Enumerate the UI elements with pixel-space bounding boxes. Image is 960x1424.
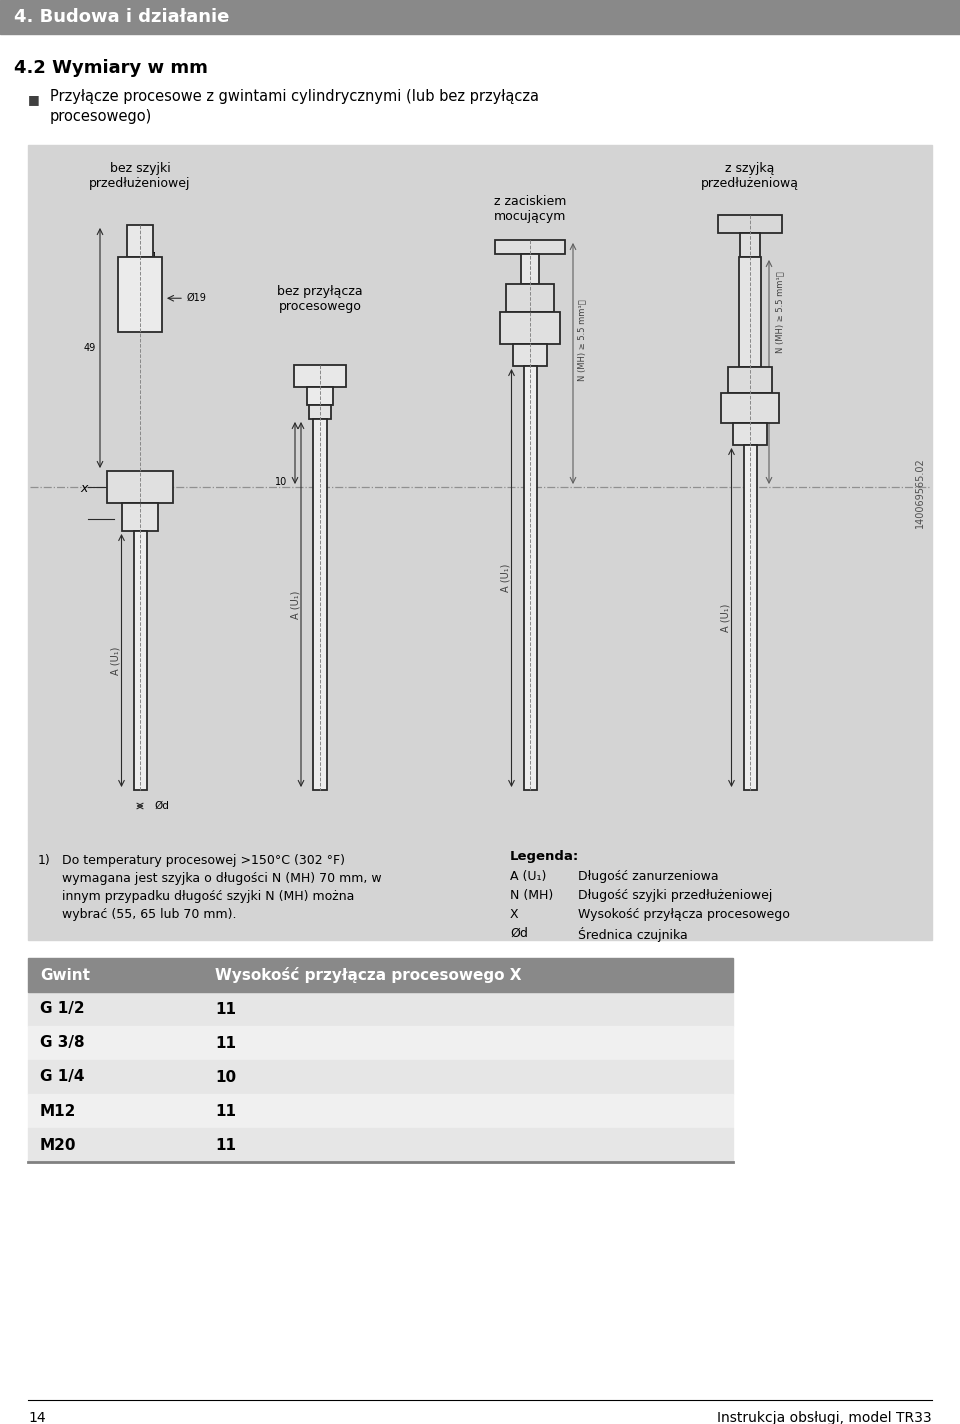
Bar <box>728 367 772 393</box>
Text: 1): 1) <box>38 854 51 867</box>
Bar <box>28 1059 733 1094</box>
Bar <box>294 365 346 387</box>
Text: N (MH) ≥ 5.5 mm¹⧧: N (MH) ≥ 5.5 mm¹⧧ <box>775 271 784 353</box>
Text: 10: 10 <box>275 477 287 487</box>
Bar <box>28 1094 733 1128</box>
Text: A (U₁): A (U₁) <box>500 564 511 592</box>
Text: Instrukcja obsługi, model TR33: Instrukcja obsługi, model TR33 <box>717 1411 932 1424</box>
Text: 11: 11 <box>215 1035 236 1051</box>
Text: 140069565.02: 140069565.02 <box>915 457 925 528</box>
Text: procesowego): procesowego) <box>50 110 153 124</box>
Bar <box>107 471 173 503</box>
Bar <box>0 0 960 34</box>
Bar <box>733 423 767 444</box>
Text: 14: 14 <box>28 1411 46 1424</box>
Text: z zaciskiem
mocującym: z zaciskiem mocującym <box>493 195 566 224</box>
Bar <box>28 958 733 993</box>
Text: innym przypadku długość szyjki N (MH) można: innym przypadku długość szyjki N (MH) mo… <box>62 890 354 903</box>
Text: Wysokość przyłącza procesowego X: Wysokość przyłącza procesowego X <box>215 967 521 983</box>
Text: Ød: Ød <box>510 927 528 940</box>
Bar <box>133 531 147 790</box>
Bar <box>500 312 560 345</box>
Text: N (MH) ≥ 5.5 mm¹⧧: N (MH) ≥ 5.5 mm¹⧧ <box>577 299 586 380</box>
Text: Przyłącze procesowe z gwintami cylindrycznymi (lub bez przyłącza: Przyłącze procesowe z gwintami cylindryc… <box>50 90 539 104</box>
Text: M12: M12 <box>40 1104 77 1118</box>
Bar <box>521 253 539 283</box>
Text: Gwint: Gwint <box>40 967 90 983</box>
Text: Średnica czujnika: Średnica czujnika <box>578 927 687 943</box>
Text: 11: 11 <box>215 1104 236 1118</box>
Text: Ød: Ød <box>155 800 169 812</box>
Bar <box>718 215 782 234</box>
Text: wymagana jest szyjka o długości N (MH) 70 mm, w: wymagana jest szyjka o długości N (MH) 7… <box>62 871 382 884</box>
Bar <box>313 419 327 790</box>
Text: x: x <box>81 483 87 496</box>
Bar <box>506 283 554 312</box>
Text: M12x1: M12x1 <box>127 252 157 261</box>
Bar <box>28 145 932 840</box>
Bar <box>523 366 537 790</box>
Bar <box>28 1128 733 1162</box>
Text: bez przyłącza
procesowego: bez przyłącza procesowego <box>277 285 363 313</box>
Text: 4.2 Wymiary w mm: 4.2 Wymiary w mm <box>14 58 208 77</box>
Text: A (U₁): A (U₁) <box>290 591 300 618</box>
Text: G 1/4: G 1/4 <box>40 1069 84 1085</box>
Text: 10: 10 <box>215 1069 236 1085</box>
Bar <box>721 393 779 423</box>
Text: Wysokość przyłącza procesowego: Wysokość przyłącza procesowego <box>578 909 790 921</box>
Bar <box>740 234 760 256</box>
Bar <box>307 387 333 404</box>
Text: 11: 11 <box>215 1001 236 1017</box>
Bar <box>127 225 153 256</box>
Bar <box>28 840 932 940</box>
Bar <box>513 345 547 366</box>
Bar <box>739 256 761 367</box>
Text: wybrać (55, 65 lub 70 mm).: wybrać (55, 65 lub 70 mm). <box>62 909 236 921</box>
Text: M20: M20 <box>40 1138 77 1152</box>
Text: A (U₁): A (U₁) <box>110 646 121 675</box>
Text: 49: 49 <box>84 343 96 353</box>
Text: 4. Budowa i działanie: 4. Budowa i działanie <box>14 9 229 26</box>
Bar <box>309 404 331 419</box>
Text: X: X <box>510 909 518 921</box>
Text: Ø19: Ø19 <box>187 293 206 303</box>
Text: ■: ■ <box>28 94 39 107</box>
Text: Długość zanurzeniowa: Długość zanurzeniowa <box>578 870 719 883</box>
Bar <box>28 1027 733 1059</box>
Text: G 3/8: G 3/8 <box>40 1035 84 1051</box>
Text: z szyjką
przedłużeniową: z szyjką przedłużeniową <box>701 162 799 189</box>
Text: bez szyjki
przedłużeniowej: bez szyjki przedłużeniowej <box>89 162 191 189</box>
Bar <box>495 241 565 253</box>
Text: Legenda:: Legenda: <box>510 850 579 863</box>
Text: N (MH): N (MH) <box>510 889 553 901</box>
Text: 11: 11 <box>215 1138 236 1152</box>
Text: G 1/2: G 1/2 <box>40 1001 84 1017</box>
Text: A (U₁): A (U₁) <box>510 870 546 883</box>
Bar <box>118 256 162 332</box>
Bar <box>743 444 756 790</box>
Text: A (U₁): A (U₁) <box>721 604 731 632</box>
Text: Długość szyjki przedłużeniowej: Długość szyjki przedłużeniowej <box>578 889 773 901</box>
Text: Do temperatury procesowej >150°C (302 °F): Do temperatury procesowej >150°C (302 °F… <box>62 854 345 867</box>
Bar <box>28 993 733 1027</box>
Bar <box>122 503 158 531</box>
